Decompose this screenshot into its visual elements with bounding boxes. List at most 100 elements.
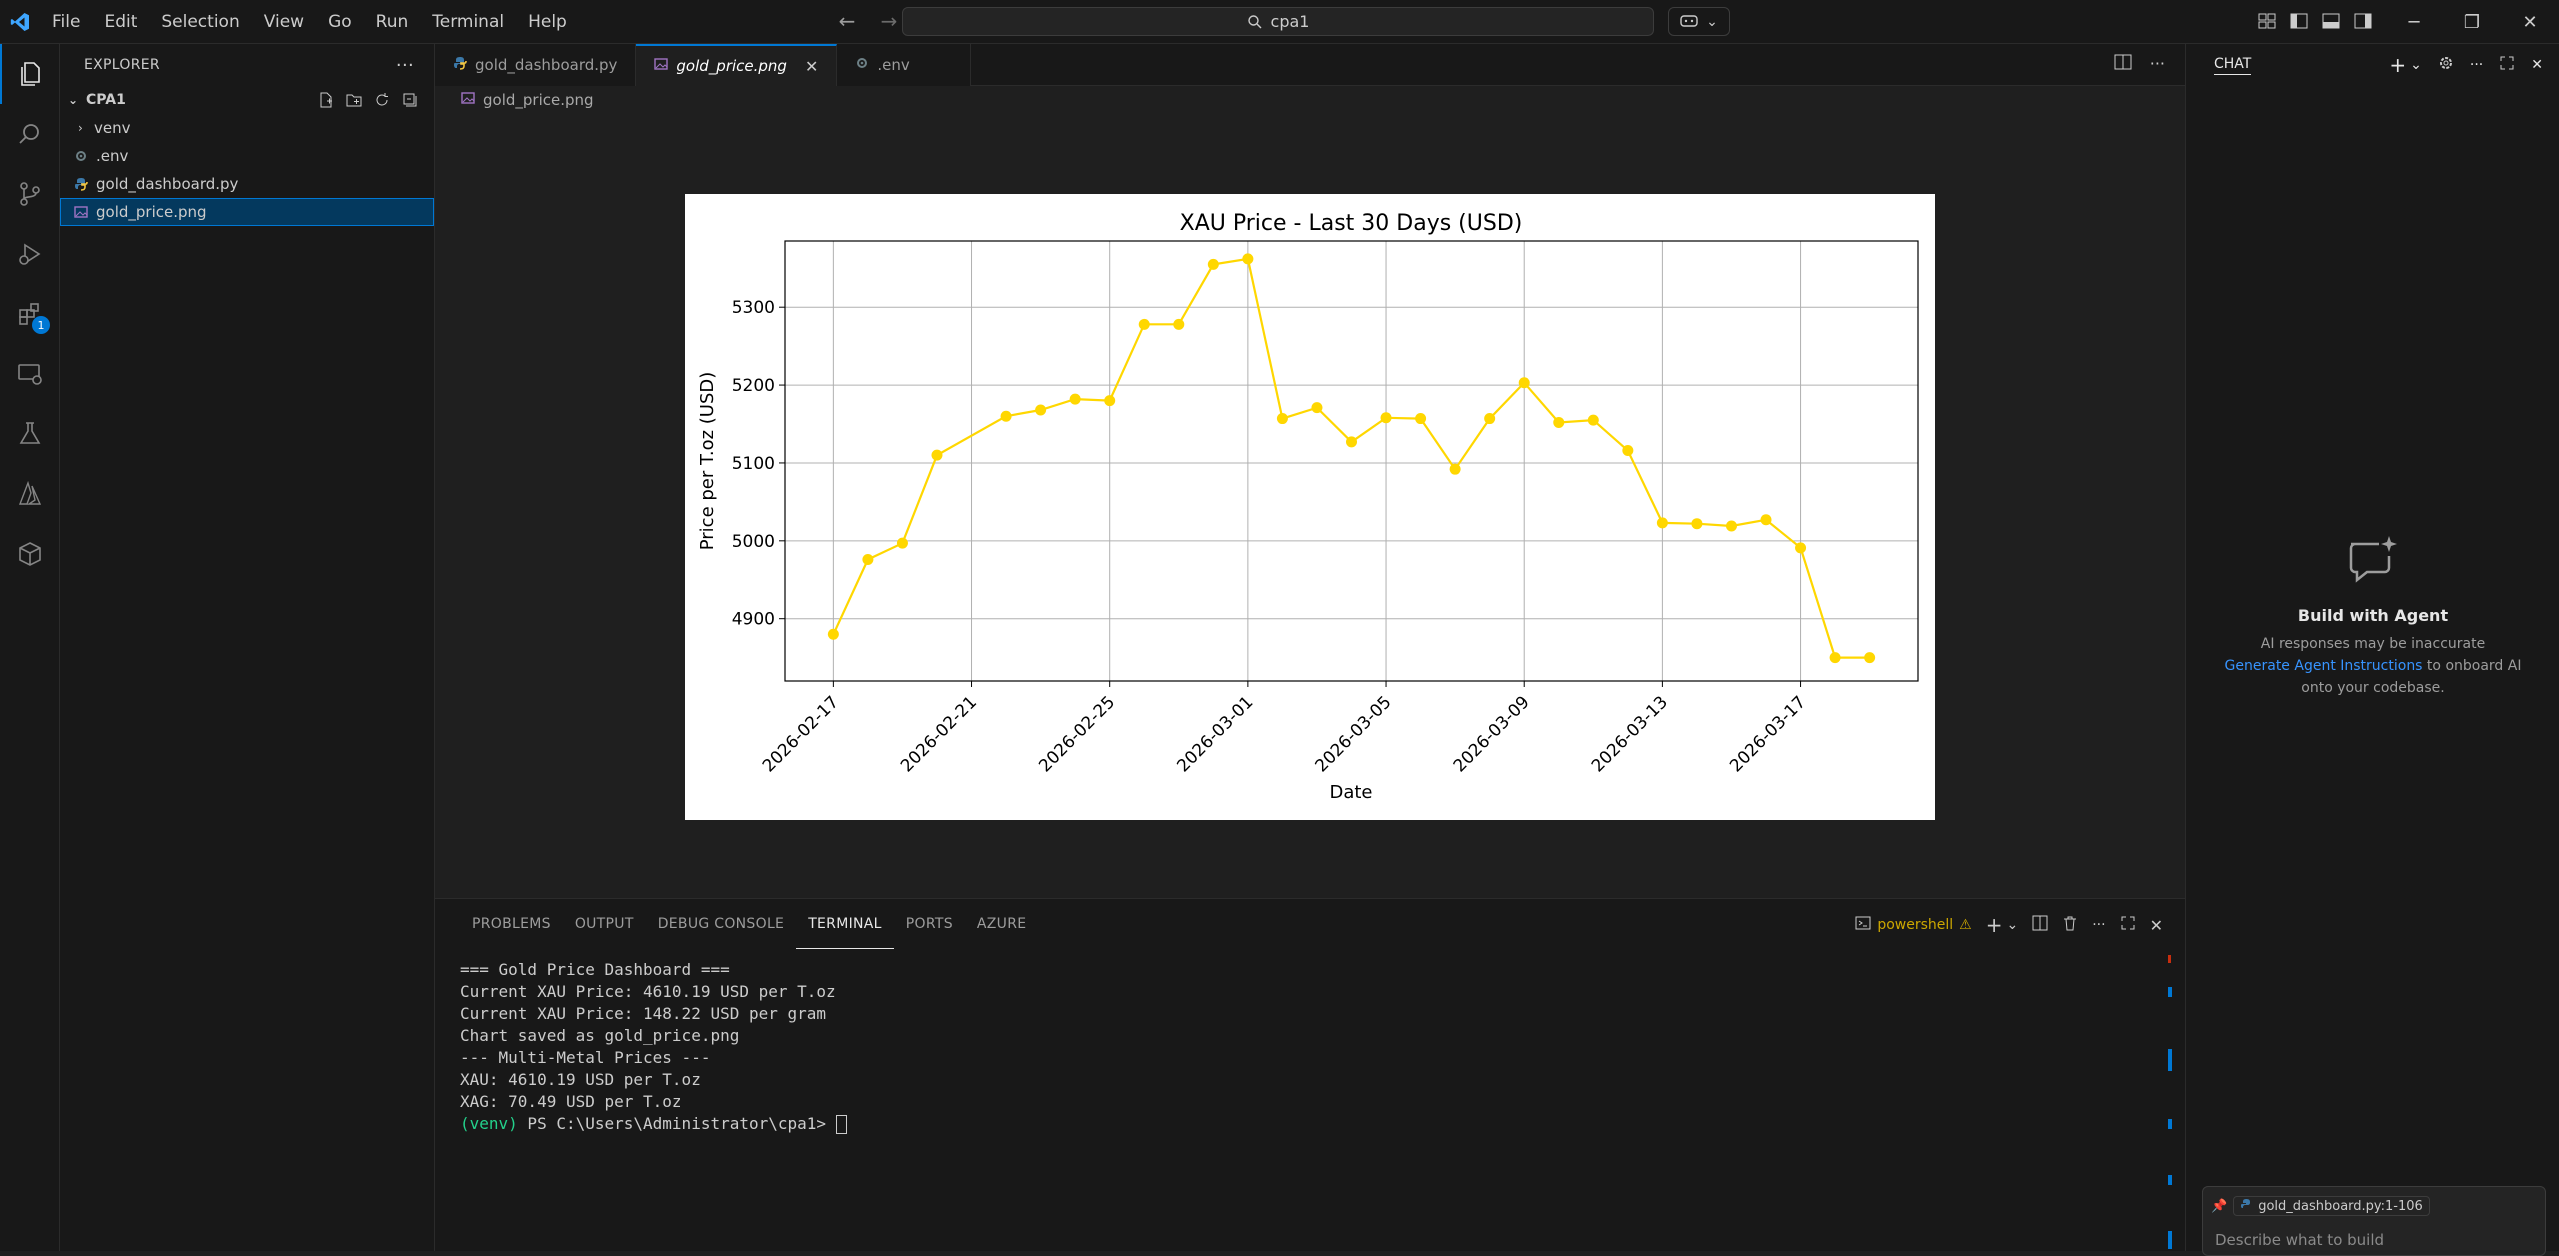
menu-terminal[interactable]: Terminal <box>432 11 505 32</box>
containers-icon[interactable] <box>0 524 60 584</box>
testing-icon[interactable] <box>0 404 60 464</box>
customize-layout-icon[interactable] <box>2255 9 2279 33</box>
title-bar: File Edit Selection View Go Run Terminal… <box>0 0 2559 44</box>
tab-debug-console[interactable]: DEBUG CONSOLE <box>657 916 785 932</box>
x-tick-label: 2026-02-25 <box>1035 692 1119 776</box>
more-actions-icon[interactable]: ··· <box>2469 57 2484 73</box>
more-actions-icon[interactable]: ··· <box>2092 917 2106 933</box>
image-file-icon <box>461 91 475 109</box>
shell-label[interactable]: powershell <box>1877 917 1954 933</box>
collapse-all-icon[interactable] <box>400 90 420 110</box>
chevron-down-icon[interactable]: ⌄ <box>2410 57 2422 73</box>
close-window-icon[interactable]: ✕ <box>2522 11 2538 33</box>
close-panel-icon[interactable]: ✕ <box>2149 915 2163 935</box>
menu-file[interactable]: File <box>52 11 81 32</box>
panel-tabs: PROBLEMS OUTPUT DEBUG CONSOLE TERMINAL P… <box>435 899 2185 949</box>
split-terminal-icon[interactable] <box>2032 915 2048 935</box>
x-tick-label: 2026-03-05 <box>1312 692 1396 776</box>
menu-help[interactable]: Help <box>528 11 567 32</box>
terminal-icon <box>1855 915 1871 935</box>
data-point <box>1207 258 1219 270</box>
new-folder-icon[interactable] <box>344 90 364 110</box>
image-file-icon <box>74 205 96 219</box>
chat-toggle-button[interactable]: ⌄ <box>1668 7 1730 36</box>
tab-gold-dashboard-py[interactable]: gold_dashboard.py <box>435 44 637 86</box>
x-axis-label: Date <box>1329 782 1372 803</box>
tree-item-venv[interactable]: › venv <box>60 114 434 142</box>
tab-output[interactable]: OUTPUT <box>574 916 634 932</box>
explorer-title: EXPLORER <box>84 57 160 73</box>
menu-go[interactable]: Go <box>328 11 352 32</box>
more-actions-icon[interactable]: ··· <box>2149 54 2165 73</box>
breadcrumb-label[interactable]: gold_price.png <box>483 91 594 109</box>
remote-explorer-icon[interactable] <box>0 344 60 404</box>
tab-gold-price-png[interactable]: gold_price.png ✕ <box>636 44 838 86</box>
extensions-icon[interactable]: 1 <box>0 284 60 344</box>
terminal-output[interactable]: === Gold Price Dashboard === Current XAU … <box>460 959 847 1135</box>
forward-arrow-icon[interactable]: → <box>880 9 898 33</box>
more-actions-icon[interactable]: ··· <box>395 54 414 76</box>
toggle-secondary-sidebar-icon[interactable] <box>2351 9 2375 33</box>
tab-azure[interactable]: AZURE <box>976 916 1027 932</box>
new-chat-icon[interactable]: + <box>2389 53 2407 77</box>
close-tab-icon[interactable]: ✕ <box>804 56 819 76</box>
new-file-icon[interactable] <box>316 90 336 110</box>
menu-run[interactable]: Run <box>375 11 409 32</box>
split-editor-icon[interactable] <box>2114 54 2132 74</box>
close-chat-icon[interactable]: ✕ <box>2531 57 2543 73</box>
terminal-prompt: PS C:\Users\Administrator\cpa1> <box>517 1114 836 1133</box>
search-icon[interactable] <box>0 104 60 164</box>
data-point <box>1725 520 1737 532</box>
trash-icon[interactable] <box>2062 915 2078 935</box>
azure-icon[interactable] <box>0 464 60 524</box>
menu-selection[interactable]: Selection <box>161 11 240 32</box>
maximize-icon[interactable] <box>2499 55 2515 75</box>
tree-item-gold-dashboard-py[interactable]: gold_dashboard.py <box>60 170 434 198</box>
tab-terminal[interactable]: TERMINAL <box>796 899 894 949</box>
tree-item-label: .env <box>96 147 129 165</box>
panel-actions: powershell ⚠ + ⌄ ··· ✕ <box>1855 913 2163 937</box>
file-tree: › venv .env gold_dashboard.py gold_price… <box>60 114 434 226</box>
toggle-primary-sidebar-icon[interactable] <box>2287 9 2311 33</box>
minimize-icon[interactable]: ─ <box>2408 11 2420 33</box>
chevron-down-icon[interactable]: ⌄ <box>2006 917 2019 933</box>
tree-item-env[interactable]: .env <box>60 142 434 170</box>
menu-view[interactable]: View <box>263 11 305 32</box>
x-tick-label: 2026-03-09 <box>1450 692 1534 776</box>
run-debug-icon[interactable] <box>0 224 60 284</box>
chat-title[interactable]: CHAT <box>2214 56 2252 75</box>
nav-arrows: ← → <box>833 9 903 33</box>
back-arrow-icon[interactable]: ← <box>838 9 856 33</box>
command-center-search[interactable]: cpa1 <box>902 7 1654 36</box>
data-point <box>1000 410 1012 422</box>
generate-instructions-link[interactable]: Generate Agent Instructions <box>2224 658 2423 674</box>
data-point <box>1276 413 1288 425</box>
agent-description: AI responses may be inaccurate Generate A… <box>2186 633 2559 699</box>
context-chip[interactable]: gold_dashboard.py:1-106 <box>2233 1196 2430 1216</box>
y-tick-label: 5100 <box>732 454 775 474</box>
gear-icon[interactable] <box>2438 55 2454 75</box>
pin-icon[interactable]: 📌 <box>2211 1198 2228 1214</box>
data-point <box>1242 253 1254 265</box>
maximize-panel-icon[interactable] <box>2120 915 2136 935</box>
toggle-panel-icon[interactable] <box>2319 9 2343 33</box>
source-control-icon[interactable] <box>0 164 60 224</box>
tab-problems[interactable]: PROBLEMS <box>472 916 551 932</box>
chevron-down-icon: ⌄ <box>68 93 79 107</box>
restore-icon[interactable]: ❐ <box>2463 11 2481 33</box>
terminal-scrollbar[interactable] <box>2168 949 2174 1249</box>
data-point <box>1622 444 1634 456</box>
folder-row-cpa1[interactable]: ⌄ CPA1 <box>60 86 434 114</box>
tree-item-gold-price-png[interactable]: gold_price.png <box>60 198 434 226</box>
folder-actions <box>316 90 420 110</box>
data-point <box>1311 402 1323 414</box>
tab-ports[interactable]: PORTS <box>905 916 953 932</box>
data-point <box>1864 652 1876 664</box>
explorer-icon[interactable] <box>0 44 60 104</box>
refresh-icon[interactable] <box>372 90 392 110</box>
tab-env[interactable]: .env <box>837 44 971 86</box>
chat-input-box[interactable]: 📌 gold_dashboard.py:1-106 Describe what … <box>2202 1186 2546 1256</box>
new-terminal-icon[interactable]: + <box>1985 913 2003 937</box>
data-point <box>931 449 943 461</box>
menu-edit[interactable]: Edit <box>104 11 138 32</box>
